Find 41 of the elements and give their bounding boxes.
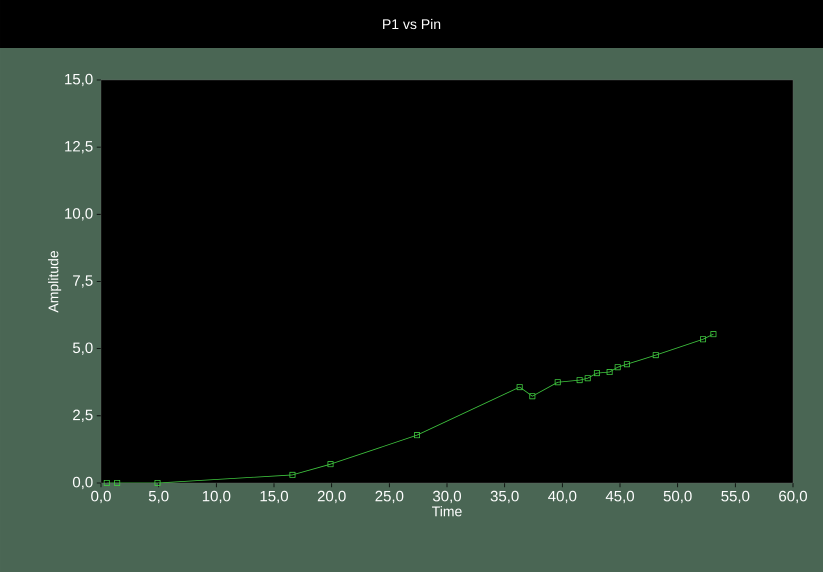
point: [154, 480, 161, 486]
point: [710, 331, 716, 338]
point: [614, 364, 621, 370]
x-tick-label: 40,0: [548, 490, 576, 504]
chart-title: P1 vs Pin: [383, 18, 440, 30]
y-tick-label: 7,5: [73, 275, 93, 288]
point: [516, 384, 523, 390]
x-tick-label: 20,0: [318, 490, 346, 504]
y-tick-label: 0,0: [72, 476, 93, 490]
y-tick-label: 15,0: [65, 74, 93, 86]
point: [414, 432, 420, 438]
x-tick-label: 55,0: [721, 490, 750, 504]
point: [576, 377, 583, 384]
x-axis-title: Time: [432, 506, 462, 516]
point: [700, 336, 706, 342]
point: [606, 369, 613, 376]
x-tick-label: 10,0: [202, 490, 230, 504]
x-tick-label: 15,0: [260, 490, 288, 504]
x-tick-label: 0,0: [91, 490, 111, 504]
x-tick-label: 50,0: [664, 490, 692, 504]
point: [652, 352, 659, 358]
point: [529, 393, 536, 400]
point: [554, 379, 561, 386]
point: [594, 370, 600, 376]
x-tick-label: 60,0: [779, 490, 807, 504]
x-tick-label: 5,0: [148, 490, 169, 504]
point: [584, 375, 591, 382]
y-axis-title: Amplitude: [48, 250, 62, 313]
point: [114, 480, 120, 486]
x-tick-label: 35,0: [490, 490, 519, 504]
x-tick-label: 45,0: [606, 490, 634, 504]
point: [104, 480, 110, 486]
x-tick-label: 25,0: [375, 490, 404, 504]
x-tick-label: 30,0: [432, 490, 461, 504]
y-tick-label: 12,5: [65, 140, 93, 154]
point: [328, 461, 334, 468]
y-tick-label: 10,0: [65, 208, 93, 221]
y-tick-label: 5,0: [72, 342, 93, 355]
point: [624, 361, 630, 368]
y-tick-label: 2,5: [73, 410, 93, 422]
point: [289, 472, 296, 478]
